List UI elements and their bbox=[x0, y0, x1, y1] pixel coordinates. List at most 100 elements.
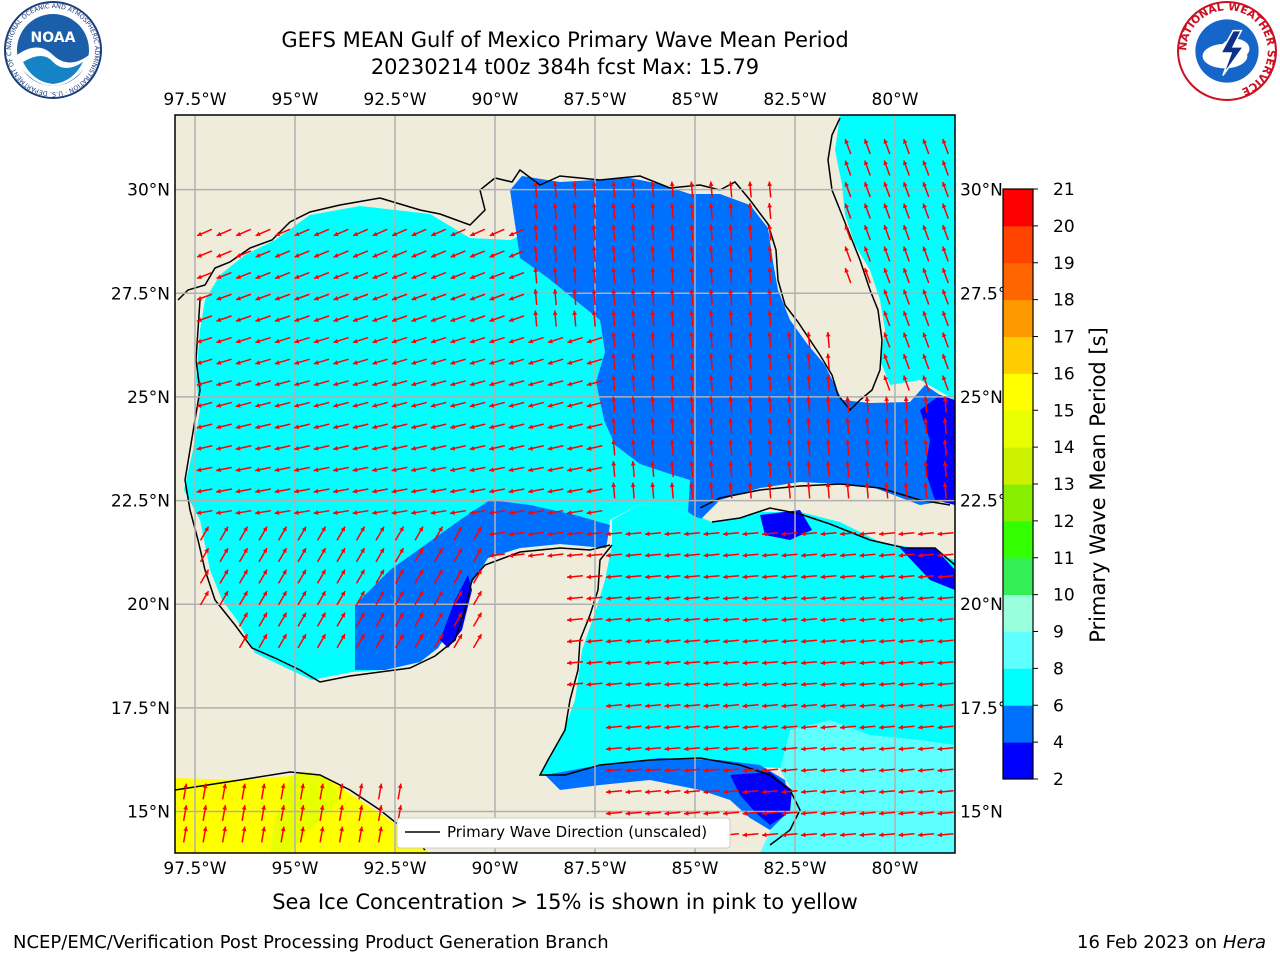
wave-arrow bbox=[722, 595, 740, 601]
wave-arrow bbox=[728, 202, 734, 220]
wave-arrow bbox=[806, 331, 812, 349]
wave-arrow bbox=[722, 724, 740, 730]
wave-arrow bbox=[747, 267, 753, 284]
wave-arrow bbox=[611, 267, 617, 284]
wave-arrow bbox=[650, 310, 656, 327]
wave-arrow bbox=[942, 439, 948, 456]
wave-arrow bbox=[352, 293, 369, 301]
wave-arrow bbox=[689, 439, 695, 456]
wave-arrow bbox=[761, 660, 779, 666]
wave-arrow bbox=[299, 826, 305, 843]
wave-arrow bbox=[394, 526, 405, 541]
wave-arrow bbox=[747, 181, 753, 198]
map-subtitle: 20230214 t00z 384h fcst Max: 15.79 bbox=[370, 55, 760, 79]
wave-arrow bbox=[742, 531, 759, 537]
wave-arrow bbox=[274, 315, 291, 322]
wave-arrow bbox=[781, 789, 798, 795]
wave-arrow bbox=[216, 250, 232, 258]
wave-arrow bbox=[898, 660, 915, 666]
wave-arrow bbox=[708, 331, 714, 349]
wave-arrow bbox=[508, 315, 525, 322]
wave-arrow bbox=[372, 423, 388, 430]
map-frame bbox=[174, 114, 956, 854]
wave-arrow bbox=[878, 681, 896, 687]
wave-arrow bbox=[572, 181, 578, 198]
wave-arrow bbox=[878, 660, 896, 666]
wave-arrow bbox=[747, 417, 753, 435]
wave-arrow bbox=[472, 569, 483, 584]
wave-arrow bbox=[235, 271, 252, 280]
wave-arrow bbox=[669, 482, 675, 499]
wave-arrow bbox=[644, 617, 662, 623]
wave-arrow bbox=[722, 617, 740, 623]
wave-arrow bbox=[508, 488, 525, 494]
wave-arrow bbox=[352, 488, 369, 494]
wave-arrow bbox=[703, 617, 720, 623]
wave-arrow bbox=[294, 445, 310, 451]
wave-arrow bbox=[708, 181, 714, 198]
wave-arrow bbox=[372, 293, 388, 301]
wave-arrow bbox=[800, 638, 818, 644]
wave-arrow bbox=[372, 336, 388, 344]
wave-arrow bbox=[883, 246, 891, 262]
wave-arrow bbox=[316, 569, 327, 584]
wave-arrow bbox=[722, 810, 740, 816]
wave-arrow bbox=[937, 552, 954, 558]
wave-arrow bbox=[703, 595, 720, 601]
wave-arrow bbox=[319, 783, 325, 800]
wave-arrow bbox=[923, 417, 929, 435]
wave-arrow bbox=[338, 804, 344, 822]
wave-arrow bbox=[942, 289, 949, 305]
wave-arrow bbox=[453, 547, 463, 563]
wave-arrow bbox=[644, 660, 662, 666]
wave-arrow bbox=[605, 724, 623, 730]
wave-arrow bbox=[781, 767, 798, 773]
colorbar-segment bbox=[1003, 410, 1033, 448]
wave-arrow bbox=[742, 552, 759, 558]
wave-arrow bbox=[567, 358, 583, 365]
wave-arrow bbox=[391, 380, 408, 387]
wave-arrow bbox=[332, 509, 350, 515]
wave-arrow bbox=[708, 353, 714, 370]
wave-arrow bbox=[297, 633, 307, 649]
lat-label-left: 30°N bbox=[127, 181, 170, 201]
wave-arrow bbox=[508, 228, 525, 237]
wave-arrow bbox=[547, 553, 564, 558]
wave-arrow bbox=[747, 224, 753, 241]
wave-arrow bbox=[800, 681, 818, 687]
wave-arrow bbox=[689, 374, 695, 392]
wave-arrow bbox=[352, 466, 369, 473]
wave-arrow bbox=[839, 595, 857, 601]
wave-arrow bbox=[336, 612, 346, 627]
wave-arrow bbox=[922, 160, 930, 176]
wave-arrow bbox=[313, 358, 330, 365]
wave-arrow bbox=[767, 417, 773, 435]
wave-arrow bbox=[469, 401, 486, 408]
wave-arrow bbox=[410, 509, 428, 515]
wave-arrow bbox=[196, 358, 213, 365]
wave-arrow bbox=[333, 293, 349, 301]
wave-arrow bbox=[728, 353, 734, 370]
wave-arrow bbox=[238, 612, 249, 627]
wave-arrow bbox=[825, 482, 831, 499]
wave-arrow bbox=[430, 250, 447, 258]
wave-arrow bbox=[669, 374, 675, 392]
wave-arrow bbox=[508, 553, 525, 558]
wave-arrow bbox=[566, 488, 584, 494]
wave-arrow bbox=[903, 460, 909, 478]
wave-arrow bbox=[235, 445, 252, 451]
colorbar-segment bbox=[1003, 520, 1033, 559]
wave-arrow bbox=[820, 574, 837, 580]
wave-arrow bbox=[255, 380, 271, 387]
wave-arrow bbox=[630, 202, 636, 220]
wave-arrow bbox=[196, 509, 213, 515]
wave-arrow bbox=[338, 783, 344, 800]
wave-arrow bbox=[196, 466, 213, 473]
wave-arrow bbox=[937, 617, 954, 623]
wave-arrow bbox=[883, 138, 891, 155]
wave-arrow bbox=[859, 531, 876, 537]
wave-arrow bbox=[552, 310, 558, 327]
wave-arrow bbox=[767, 396, 773, 413]
wave-arrow bbox=[917, 724, 935, 730]
wave-arrow bbox=[352, 271, 369, 280]
